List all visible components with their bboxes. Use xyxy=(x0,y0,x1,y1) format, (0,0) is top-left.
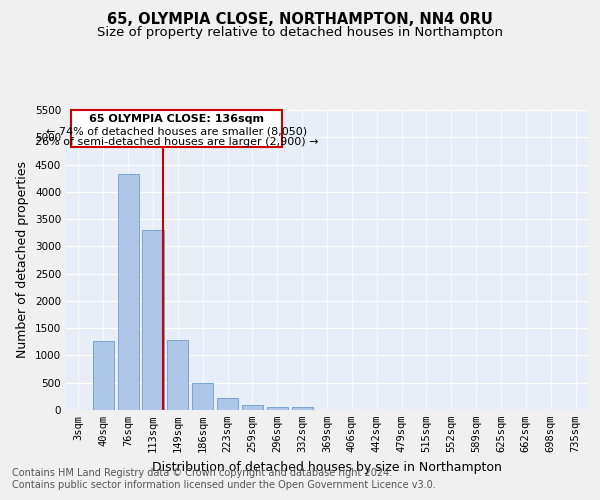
Text: Contains HM Land Registry data © Crown copyright and database right 2024.: Contains HM Land Registry data © Crown c… xyxy=(12,468,392,477)
Text: 65 OLYMPIA CLOSE: 136sqm: 65 OLYMPIA CLOSE: 136sqm xyxy=(89,114,264,124)
Bar xyxy=(292,408,313,410)
Text: 26% of semi-detached houses are larger (2,900) →: 26% of semi-detached houses are larger (… xyxy=(35,136,319,146)
Bar xyxy=(192,384,213,410)
Bar xyxy=(267,407,288,410)
Text: ← 74% of detached houses are smaller (8,050): ← 74% of detached houses are smaller (8,… xyxy=(46,127,307,137)
Bar xyxy=(217,398,238,410)
FancyBboxPatch shape xyxy=(71,110,282,147)
Bar xyxy=(242,405,263,410)
Text: 65, OLYMPIA CLOSE, NORTHAMPTON, NN4 0RU: 65, OLYMPIA CLOSE, NORTHAMPTON, NN4 0RU xyxy=(107,12,493,28)
Bar xyxy=(118,174,139,410)
Text: Contains public sector information licensed under the Open Government Licence v3: Contains public sector information licen… xyxy=(12,480,436,490)
Text: Size of property relative to detached houses in Northampton: Size of property relative to detached ho… xyxy=(97,26,503,39)
Bar xyxy=(142,230,164,410)
Bar xyxy=(93,340,114,410)
X-axis label: Distribution of detached houses by size in Northampton: Distribution of detached houses by size … xyxy=(152,460,502,473)
Bar xyxy=(167,340,188,410)
Y-axis label: Number of detached properties: Number of detached properties xyxy=(16,162,29,358)
